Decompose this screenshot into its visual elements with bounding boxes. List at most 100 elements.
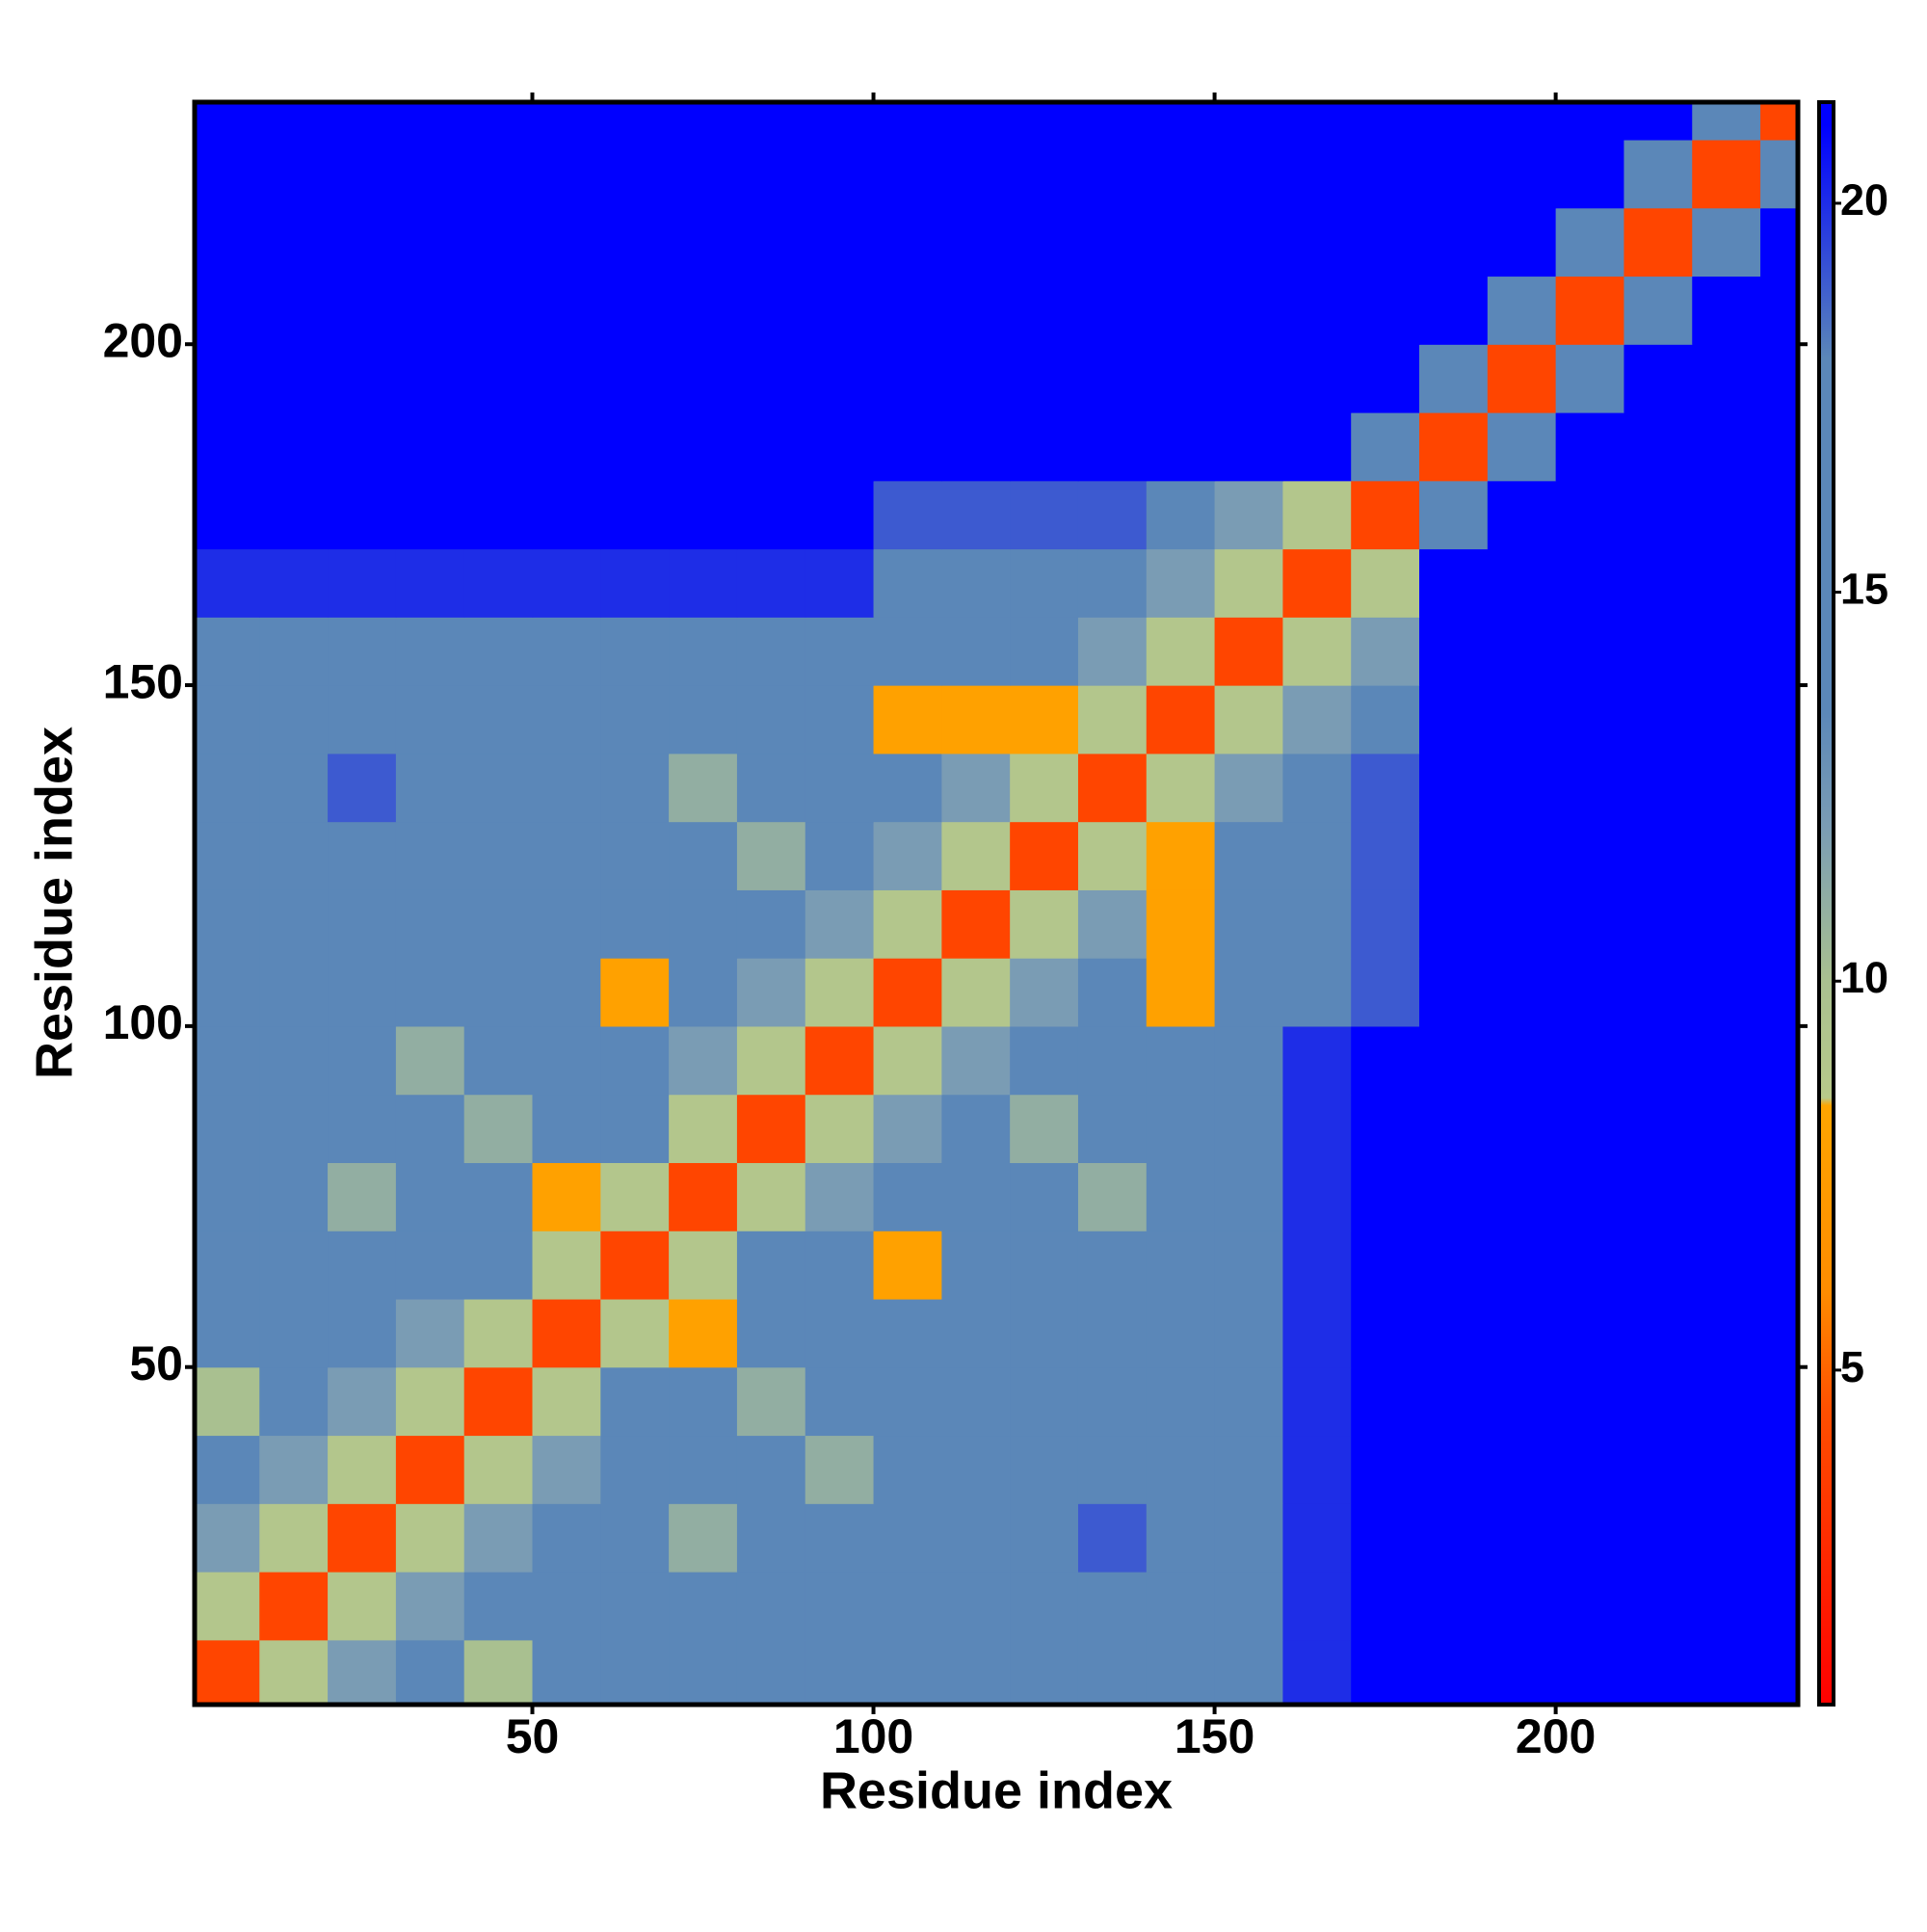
heatmap-cell [1351, 1298, 1420, 1368]
heatmap-cell [941, 480, 1011, 550]
heatmap-cell [669, 548, 738, 618]
heatmap-cell [1692, 1503, 1761, 1573]
heatmap-cell [1010, 1639, 1079, 1705]
heatmap-cell [600, 207, 670, 278]
heatmap-cell [195, 1639, 260, 1705]
heatmap-cell [328, 1025, 397, 1096]
heatmap-cell [600, 889, 670, 959]
heatmap-cell [1760, 1094, 1798, 1164]
heatmap-cell [1487, 1366, 1557, 1437]
heatmap-cell [1077, 958, 1148, 1027]
heatmap-cell [395, 1366, 465, 1437]
heatmap-cell [1555, 821, 1625, 890]
heatmap-cell [1077, 139, 1148, 209]
heatmap-cell [1692, 207, 1761, 278]
heatmap-cell [463, 821, 534, 890]
heatmap-cell [1487, 1572, 1557, 1641]
y-tick-label: 50 [129, 1337, 183, 1390]
heatmap-cell [669, 1231, 738, 1300]
heatmap-cell [1077, 617, 1148, 686]
heatmap-cell [941, 1025, 1011, 1096]
heatmap-cell [1077, 1231, 1148, 1300]
plot-frame [192, 99, 1801, 1707]
heatmap-cell [1419, 1366, 1489, 1437]
heatmap-cell [1555, 1435, 1625, 1504]
heatmap-cell [532, 821, 601, 890]
heatmap-cell [1555, 685, 1625, 754]
heatmap-cell [532, 1231, 601, 1300]
heatmap-cell [1146, 207, 1216, 278]
heatmap-cell [395, 1503, 465, 1573]
heatmap-cell [873, 1435, 942, 1504]
heatmap-cell [669, 1639, 738, 1705]
heatmap-cell [669, 1366, 738, 1437]
heatmap-cell [669, 617, 738, 686]
heatmap-cell [195, 821, 260, 890]
heatmap-cell [1692, 548, 1761, 618]
heatmap-cell [395, 889, 465, 959]
heatmap-cell [1419, 411, 1489, 482]
heatmap-cell [463, 548, 534, 618]
heatmap-cell [941, 1162, 1011, 1231]
heatmap-cell [328, 821, 397, 890]
heatmap-cell [600, 821, 670, 890]
heatmap-cell [1351, 1572, 1420, 1641]
heatmap-cell [1214, 821, 1283, 890]
heatmap-cell [395, 1025, 465, 1096]
heatmap-cell [805, 480, 875, 550]
heatmap-cell [600, 753, 670, 823]
heatmap-cell [1555, 480, 1625, 550]
heatmap-cell [873, 1503, 942, 1573]
heatmap-cell [1214, 1435, 1283, 1504]
heatmap-cell [941, 1639, 1011, 1705]
heatmap-cell [1760, 1435, 1798, 1504]
heatmap-cell [328, 139, 397, 209]
heatmap-cell [259, 548, 329, 618]
heatmap-cell [1487, 480, 1557, 550]
heatmap-cell [463, 753, 534, 823]
heatmap-cell [805, 617, 875, 686]
heatmap-cell [873, 480, 942, 550]
heatmap-cell [941, 1298, 1011, 1368]
heatmap-cell [1623, 1639, 1693, 1705]
heatmap-cell [1214, 1025, 1283, 1096]
heatmap-cell [532, 1639, 601, 1705]
heatmap-cell [805, 685, 875, 754]
heatmap-cell [463, 411, 534, 482]
heatmap-cell [328, 1572, 397, 1641]
heatmap-cell [736, 548, 806, 618]
heatmap-cell [1010, 1503, 1079, 1573]
heatmap-cell [1419, 1162, 1489, 1231]
heatmap-cell [669, 958, 738, 1027]
heatmap-cell [1760, 411, 1798, 482]
heatmap-cell [669, 821, 738, 890]
heatmap-cell [873, 1572, 942, 1641]
heatmap-cell [1010, 480, 1079, 550]
heatmap-cell [1419, 685, 1489, 754]
heatmap-cell [1487, 344, 1557, 413]
heatmap-cell [873, 411, 942, 482]
x-tick-label: 200 [1516, 1709, 1596, 1763]
x-tick-label: 50 [506, 1709, 560, 1763]
heatmap-cell [1760, 1231, 1798, 1300]
heatmap-cell [1555, 1025, 1625, 1096]
heatmap-cell [1623, 1231, 1693, 1300]
heatmap-cell [1419, 889, 1489, 959]
heatmap-cell [195, 1435, 260, 1504]
heatmap-cell [1760, 1298, 1798, 1368]
heatmap-cell [1487, 753, 1557, 823]
heatmap-cell [1282, 480, 1352, 550]
heatmap-cell [1077, 753, 1148, 823]
heatmap-cell [941, 958, 1011, 1027]
heatmap-cell [1692, 753, 1761, 823]
heatmap-cell [1692, 685, 1761, 754]
heatmap-cell [1351, 1435, 1420, 1504]
heatmap-cell [600, 958, 670, 1027]
heatmap-cell [1146, 344, 1216, 413]
heatmap-cell [259, 1503, 329, 1573]
heatmap-cell [941, 207, 1011, 278]
heatmap-cell [1077, 480, 1148, 550]
heatmap-cell [873, 1162, 942, 1231]
heatmap-cell [1487, 548, 1557, 618]
heatmap-cell [805, 1094, 875, 1164]
